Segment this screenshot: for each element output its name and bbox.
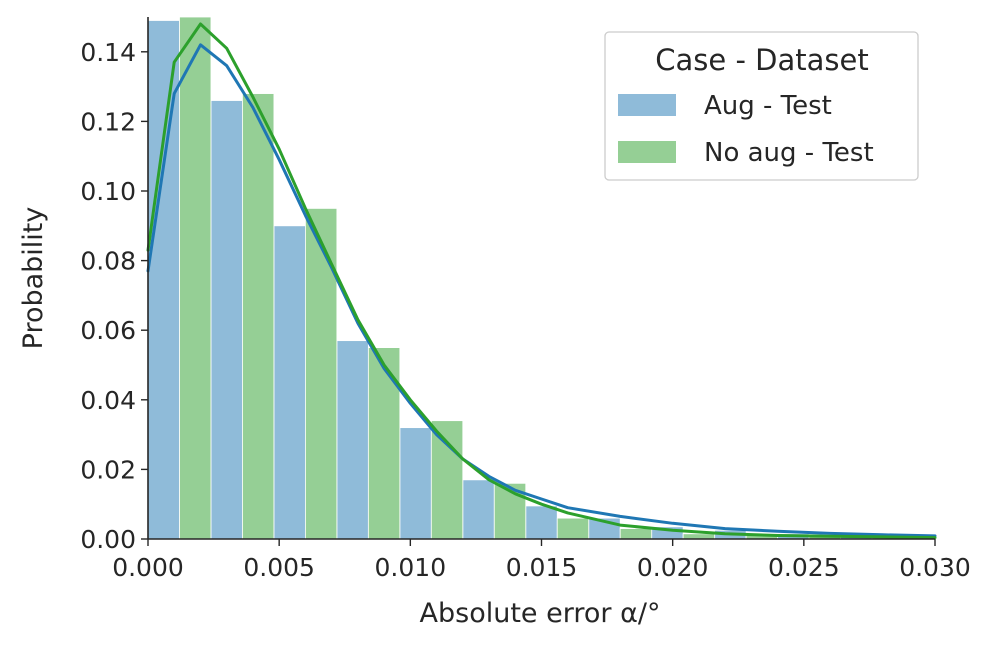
x-tick-label: 0.010 xyxy=(375,553,447,582)
kde-line-no-aug-test xyxy=(146,22,937,540)
bar-aug-test-5 xyxy=(462,479,495,540)
bar-no-aug-test-2 xyxy=(304,207,338,540)
x-tick-label: 0.030 xyxy=(899,553,971,582)
legend-box xyxy=(604,31,919,181)
legend-swatch-aug-test xyxy=(618,94,676,116)
y-tick-label: 0.02 xyxy=(80,455,136,484)
bar-no-aug-test-4 xyxy=(430,420,464,540)
bar-no-aug-test-0 xyxy=(179,16,212,540)
ticks-layer: 0.000 0.005 0.010 0.015 0.020 0.025 0.030 0.00 0… xyxy=(80,38,970,582)
bar-no-aug-test-3 xyxy=(367,347,401,540)
bar-aug-test-6 xyxy=(525,505,558,540)
bar-aug-test-1 xyxy=(210,100,243,540)
y-tick-label: 0.00 xyxy=(80,525,136,554)
x-tick-label: 0.000 xyxy=(112,553,184,582)
bar-aug-test-4 xyxy=(399,427,432,540)
legend-title: Case - Dataset xyxy=(655,43,868,77)
legend-label-aug-test: Aug - Test xyxy=(704,91,832,121)
y-tick-label: 0.12 xyxy=(80,107,136,136)
x-tick-label: 0.020 xyxy=(637,553,709,582)
bar-no-aug-test-6 xyxy=(556,517,590,540)
legend: Case - Dataset Aug - Test No aug - Test xyxy=(604,31,919,181)
y-tick-label: 0.10 xyxy=(80,177,136,206)
x-tick-label: 0.025 xyxy=(768,553,840,582)
bar-aug-test-2 xyxy=(273,225,306,540)
x-axis-label: Absolute error α/° xyxy=(420,598,661,629)
bar-aug-test-0 xyxy=(147,20,180,540)
y-tick-label: 0.06 xyxy=(80,316,136,345)
bars-layer xyxy=(147,16,936,540)
y-tick-label: 0.14 xyxy=(80,38,136,67)
legend-swatch-no-aug-test xyxy=(618,141,676,163)
bar-no-aug-test-1 xyxy=(242,93,275,540)
kde-layer xyxy=(146,22,937,540)
y-tick-label: 0.08 xyxy=(80,247,136,276)
bar-no-aug-test-7 xyxy=(619,528,653,540)
x-tick-label: 0.005 xyxy=(243,553,315,582)
y-tick-label: 0.04 xyxy=(80,386,136,415)
y-axis-label: Probability xyxy=(18,207,49,350)
legend-label-no-aug-test: No aug - Test xyxy=(704,138,874,168)
x-tick-label: 0.015 xyxy=(506,553,578,582)
bar-aug-test-3 xyxy=(336,340,369,540)
